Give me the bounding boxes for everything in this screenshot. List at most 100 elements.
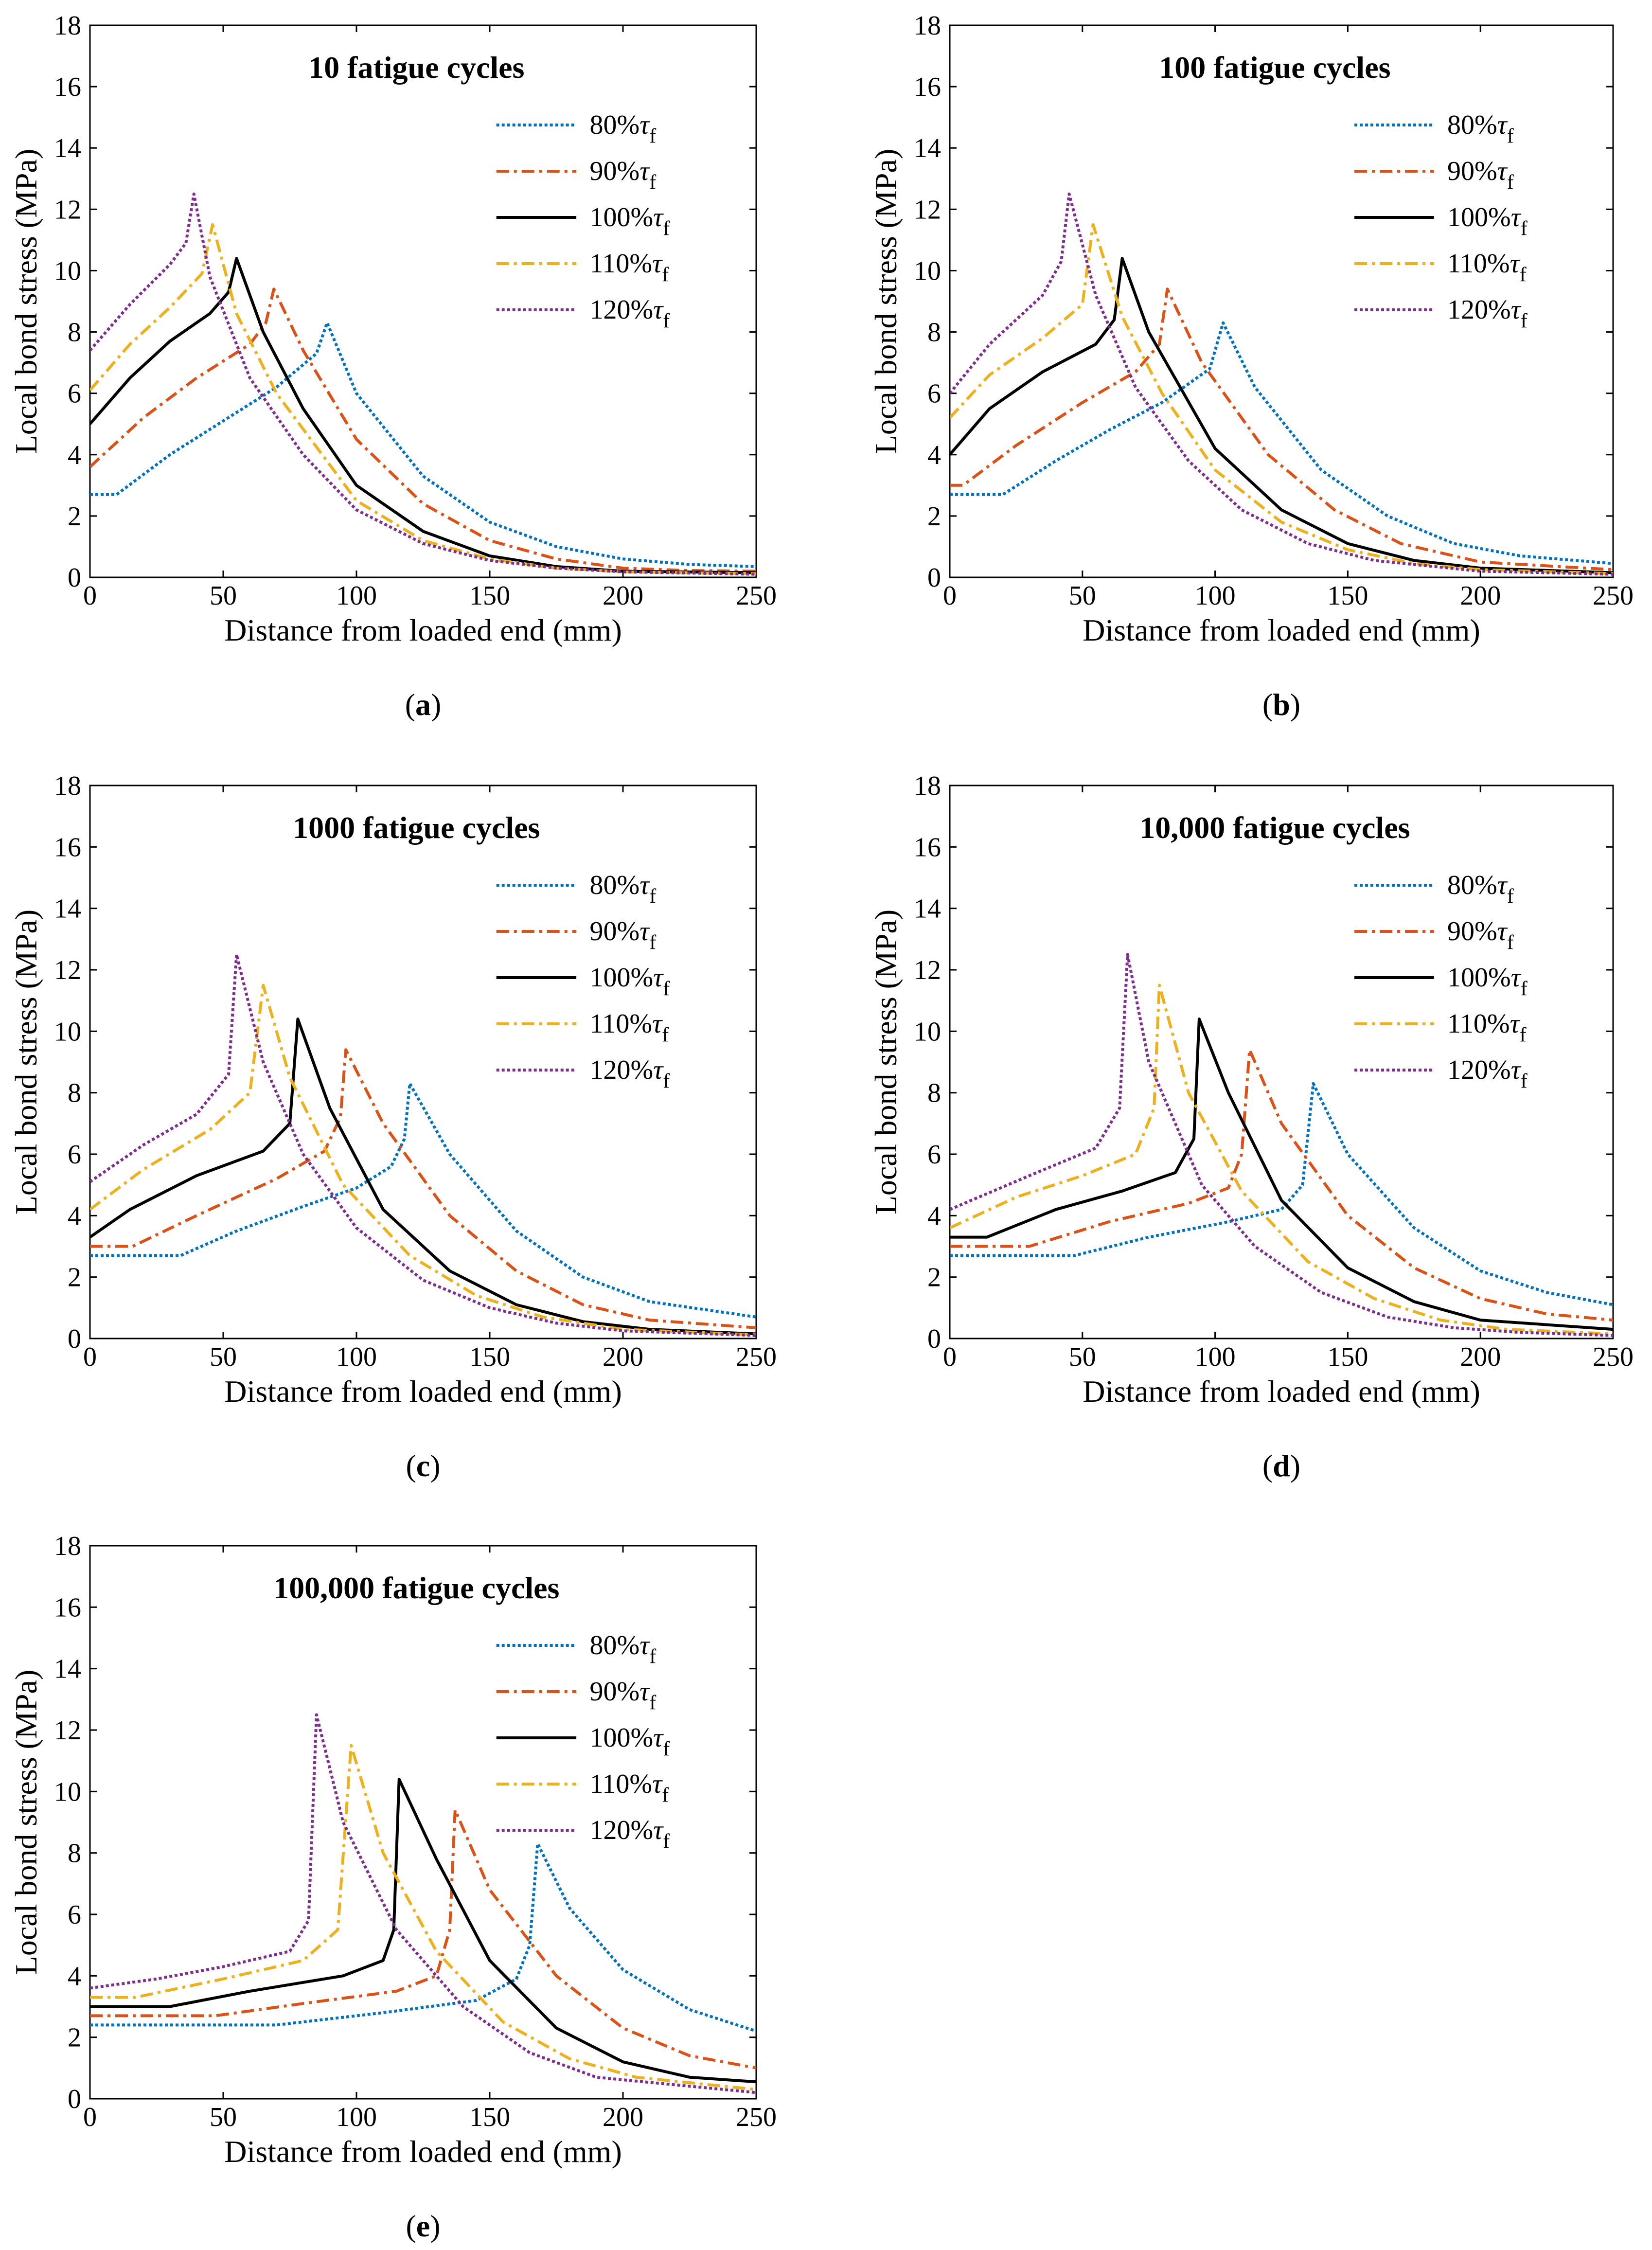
- legend-percent: 90%: [590, 156, 640, 186]
- y-tick-label: 12: [54, 1715, 81, 1746]
- series-line-120: [90, 192, 756, 576]
- y-tick-label: 10: [914, 256, 941, 286]
- legend-subscript: f: [649, 125, 656, 147]
- y-tick-label: 8: [927, 318, 941, 348]
- legend-percent: 100%: [590, 202, 654, 232]
- legend-tau: τ: [639, 1630, 650, 1661]
- legend-subscript: f: [663, 217, 670, 240]
- x-tick-label: 50: [210, 2102, 237, 2132]
- legend-subscript: f: [663, 978, 670, 1000]
- legend-tau: τ: [653, 202, 664, 232]
- y-tick-label: 18: [54, 1531, 81, 1561]
- legend-subscript: f: [1507, 125, 1514, 147]
- caption-paren: (: [406, 2209, 416, 2243]
- legend-tau: τ: [1510, 1009, 1521, 1039]
- chart-title: 10 fatigue cycles: [308, 50, 524, 85]
- legend-percent: 120%: [590, 295, 654, 325]
- series-line-80: [90, 321, 756, 568]
- legend-label-120: 120%τf: [1447, 1055, 1528, 1092]
- series-line-80: [950, 1082, 1613, 1306]
- legend-label-90: 90%τf: [1447, 156, 1514, 194]
- legend-tau: τ: [653, 963, 664, 993]
- x-tick-label: 250: [736, 1342, 777, 1372]
- x-tick-label: 100: [1195, 581, 1236, 611]
- y-tick-label: 4: [927, 440, 941, 470]
- y-tick-label: 6: [68, 379, 81, 409]
- series-line-80: [90, 1082, 756, 1319]
- x-tick-label: 200: [603, 581, 643, 611]
- x-tick-label: 150: [1327, 581, 1368, 611]
- legend-tau: τ: [653, 1723, 664, 1753]
- x-tick-label: 100: [336, 2102, 377, 2132]
- y-tick-label: 8: [68, 1839, 81, 1869]
- caption-letter: d: [1273, 1448, 1290, 1483]
- legend-percent: 80%: [590, 870, 640, 900]
- x-axis-label: Distance from loaded end (mm): [1083, 613, 1480, 647]
- legend-percent: 80%: [1447, 870, 1497, 900]
- series-line-110: [950, 983, 1613, 1336]
- y-tick-label: 16: [54, 72, 81, 102]
- panel-caption: (e): [406, 2209, 440, 2243]
- y-tick-label: 12: [54, 955, 81, 985]
- legend-percent: 90%: [590, 916, 640, 946]
- legend-tau: τ: [653, 1815, 664, 1845]
- series-line-100: [950, 257, 1613, 574]
- legend-percent: 80%: [590, 1630, 640, 1661]
- y-tick-label: 10: [54, 256, 81, 286]
- chart-panel-a: 0 50 100 150 200 250 0 2 4 6 8 10 12 14 16 18 Distance f…: [9, 11, 777, 722]
- legend-subscript: f: [663, 310, 670, 332]
- x-tick-label: 250: [736, 581, 777, 611]
- chart-panel-c: 0 50 100 150 200 250 0 2 4 6 8 10 12 14 16 18 Distance f…: [9, 771, 777, 1483]
- legend-percent: 80%: [1447, 110, 1497, 140]
- plot-frame: [89, 1545, 757, 2100]
- caption-paren: (: [405, 687, 415, 722]
- legend-subscript: f: [649, 1692, 656, 1714]
- x-tick-label: 50: [1069, 1342, 1096, 1372]
- y-tick-label: 16: [914, 832, 941, 862]
- legend-label-100: 100%τf: [590, 202, 670, 240]
- series-line-100: [950, 1018, 1613, 1331]
- legend-label-120: 120%τf: [590, 1815, 670, 1853]
- legend-tau: τ: [1511, 1055, 1522, 1085]
- caption-letter: b: [1273, 687, 1290, 722]
- x-tick-label: 50: [1069, 581, 1096, 611]
- y-tick-label: 14: [54, 894, 81, 924]
- y-tick-label: 14: [54, 1654, 81, 1684]
- y-tick-label: 6: [68, 1140, 81, 1170]
- series-group: [90, 192, 756, 576]
- legend-label-100: 100%τf: [590, 963, 670, 1000]
- y-tick-label: 6: [927, 379, 941, 409]
- plot-frame: [949, 24, 1614, 578]
- legend-tau: τ: [639, 156, 650, 186]
- y-tick-label: 12: [914, 955, 941, 985]
- legend-percent: 110%: [590, 1009, 653, 1039]
- caption-letter: c: [416, 1448, 430, 1483]
- y-tick-label: 12: [54, 195, 81, 225]
- legend-subscript: f: [1507, 931, 1514, 954]
- legend-label-100: 100%τf: [590, 1723, 670, 1760]
- y-tick-label: 8: [927, 1078, 941, 1108]
- legend-subscript: f: [1507, 171, 1514, 194]
- y-tick-label: 4: [927, 1201, 941, 1231]
- legend-percent: 90%: [1447, 156, 1497, 186]
- y-tick-label: 6: [68, 1900, 81, 1930]
- legend-tau: τ: [639, 1677, 650, 1707]
- x-tick-label: 50: [210, 1342, 237, 1372]
- series-line-100: [90, 1778, 756, 2084]
- legend-percent: 90%: [590, 1677, 640, 1707]
- y-tick-label: 10: [54, 1777, 81, 1807]
- x-tick-label: 250: [1593, 1342, 1634, 1372]
- y-tick-label: 18: [54, 11, 81, 41]
- plot-frame: [949, 785, 1614, 1339]
- series-line-100: [90, 1018, 756, 1336]
- series-group: [950, 192, 1613, 576]
- series-group: [950, 953, 1613, 1337]
- y-tick-label: 2: [927, 1263, 941, 1293]
- plot-frame: [89, 24, 757, 578]
- y-axis-label: Local bond stress (MPa): [869, 149, 903, 454]
- y-tick-label: 18: [914, 11, 941, 41]
- legend-tau: τ: [1511, 295, 1522, 325]
- x-tick-label: 0: [83, 1342, 97, 1372]
- legend-subscript: f: [1521, 978, 1528, 1000]
